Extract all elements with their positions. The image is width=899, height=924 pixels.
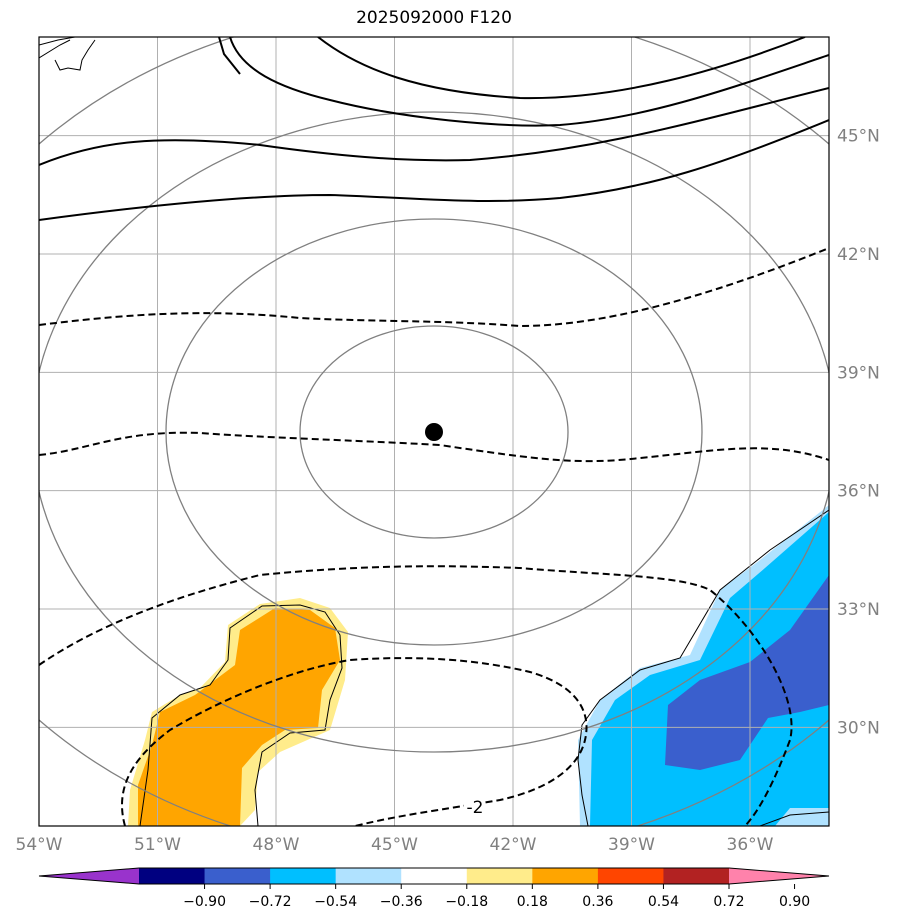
colorbar-tick-label: −0.72: [249, 894, 292, 910]
colorbar-over-extension: [729, 868, 829, 884]
lon-tick-label: 36°W: [727, 835, 774, 855]
shading-outline: [139, 509, 829, 826]
colorbar-segment: [335, 868, 402, 884]
map-frame: [38, 36, 830, 827]
negative-anomaly-shading: [578, 505, 829, 826]
lat-tick-label: 33°N: [837, 600, 880, 620]
lat-tick-label: 30°N: [837, 718, 880, 738]
colorbar-segment: [270, 868, 337, 884]
colorbar-tick-label: 0.18: [517, 894, 548, 910]
colorbar-outline: [38, 867, 830, 885]
colorbar-segment: [139, 868, 206, 884]
colorbar-tick-label: 0.72: [713, 894, 744, 910]
colorbar-segment: [532, 868, 599, 884]
lon-tick-label: 39°W: [608, 835, 655, 855]
colorbar-segment: [597, 868, 664, 884]
colorbar-segment: [466, 868, 533, 884]
range-rings: [39, 37, 829, 826]
lat-tick-label: 42°N: [837, 245, 880, 265]
longitude-tick-labels: 54°W 51°W 48°W 45°W 42°W 39°W 36°W: [16, 835, 774, 855]
colorbar-tick-label: 0.54: [648, 894, 679, 910]
dashed-contours: [39, 247, 829, 826]
colorbar-tick-label: 0.36: [582, 894, 613, 910]
colorbar-segment: [401, 868, 468, 884]
solid-contours: [39, 37, 829, 221]
lat-tick-label: 45°N: [837, 127, 880, 147]
lon-tick-label: 42°W: [490, 835, 537, 855]
colorbar-tick-label: 0.90: [779, 894, 810, 910]
map-title: 2025092000 F120: [356, 8, 512, 28]
colorbar-tick-label: −0.18: [445, 894, 488, 910]
colorbar: −0.90 −0.72 −0.54 −0.36 −0.18 0.18 0.36 0.54 0.7…: [38, 867, 830, 910]
latitude-tick-labels: 45°N 42°N 39°N 36°N 33°N 30°N: [837, 127, 880, 739]
lat-tick-label: 36°N: [837, 482, 880, 502]
lon-tick-label: 45°W: [371, 835, 418, 855]
colorbar-under-extension: [39, 868, 139, 884]
lon-tick-label: 54°W: [16, 835, 63, 855]
coastline: [39, 37, 96, 71]
storm-center-marker: [425, 423, 443, 441]
graticule: [39, 37, 829, 826]
colorbar-tick-label: −0.54: [314, 894, 357, 910]
colorbar-tick-label: −0.36: [380, 894, 423, 910]
lat-tick-label: 39°N: [837, 363, 880, 383]
colorbar-segment: [663, 868, 730, 884]
contour-label: -2: [467, 798, 484, 818]
lon-tick-label: 51°W: [134, 835, 181, 855]
colorbar-tick-label: −0.90: [183, 894, 226, 910]
colorbar-segment: [204, 868, 271, 884]
lon-tick-label: 48°W: [253, 835, 300, 855]
